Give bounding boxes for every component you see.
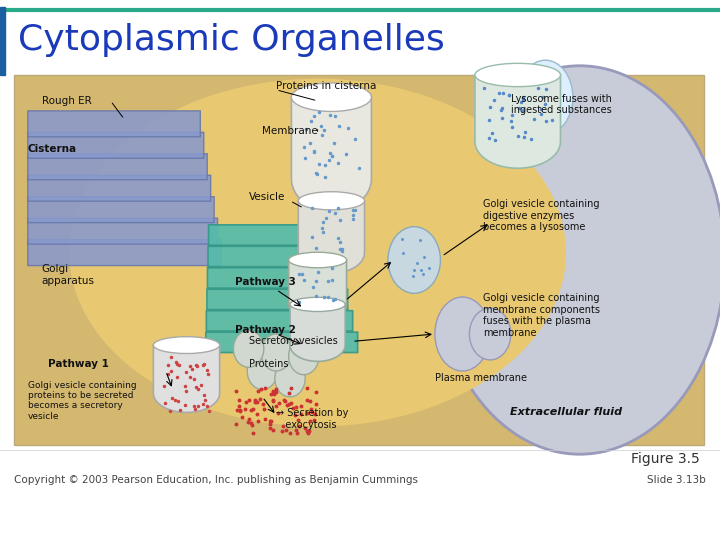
Ellipse shape [289,252,346,268]
FancyBboxPatch shape [28,240,221,266]
FancyBboxPatch shape [208,246,338,267]
Text: Golgi vesicle containing
proteins to be secreted
becomes a secretory
vesicle: Golgi vesicle containing proteins to be … [28,381,136,421]
Polygon shape [292,97,372,211]
Ellipse shape [69,79,566,427]
FancyBboxPatch shape [28,176,211,201]
Text: Copyright © 2003 Pearson Education, Inc. publishing as Benjamin Cummings: Copyright © 2003 Pearson Education, Inc.… [14,475,418,485]
Ellipse shape [261,334,292,371]
Ellipse shape [518,60,573,134]
Text: Pathway 3: Pathway 3 [235,277,296,287]
Text: Extracellular fluid: Extracellular fluid [510,407,622,417]
FancyBboxPatch shape [28,132,204,158]
Ellipse shape [308,301,328,319]
Text: Cytoplasmic Organelles: Cytoplasmic Organelles [18,23,445,57]
Text: Rough ER: Rough ER [42,96,91,106]
FancyBboxPatch shape [28,218,217,244]
Ellipse shape [308,322,328,340]
FancyBboxPatch shape [209,225,333,245]
Polygon shape [298,201,364,273]
Text: Golgi vesicle containing
digestive enzymes
becomes a lysosome: Golgi vesicle containing digestive enzym… [483,199,600,232]
Polygon shape [289,260,346,322]
Ellipse shape [233,330,264,367]
Ellipse shape [292,83,372,111]
Text: Proteins: Proteins [248,359,288,369]
Text: Lysosome fuses with
ingested substances: Lysosome fuses with ingested substances [510,94,612,116]
FancyBboxPatch shape [207,289,348,309]
Text: Membrane: Membrane [262,125,318,136]
FancyBboxPatch shape [28,197,214,222]
Ellipse shape [469,308,510,360]
Text: Golgi
apparatus: Golgi apparatus [42,264,94,286]
Text: Pathway 2: Pathway 2 [235,325,296,335]
Bar [0,7,5,75]
Text: Proteins in cisterna: Proteins in cisterna [276,81,377,91]
Ellipse shape [298,192,364,210]
Text: Cisterna: Cisterna [28,144,77,154]
Ellipse shape [308,258,328,275]
Polygon shape [475,75,560,168]
Polygon shape [153,345,220,413]
FancyBboxPatch shape [207,310,353,331]
FancyBboxPatch shape [28,111,200,137]
Ellipse shape [388,227,441,293]
Ellipse shape [435,297,490,371]
Ellipse shape [435,66,720,454]
Text: Slide 3.13b: Slide 3.13b [647,475,706,485]
Polygon shape [290,305,345,361]
Text: Plasma membrane: Plasma membrane [435,373,527,383]
Ellipse shape [475,63,560,86]
Ellipse shape [247,353,278,389]
Ellipse shape [290,298,345,312]
Ellipse shape [153,336,220,354]
Text: Golgi vesicle containing
membrane components
fuses with the plasma
membrane: Golgi vesicle containing membrane compon… [483,293,600,338]
Text: Pathway 1: Pathway 1 [48,359,109,369]
Ellipse shape [275,360,305,397]
Text: → Secretion by
   exocytosis: → Secretion by exocytosis [276,408,348,430]
FancyBboxPatch shape [28,154,207,180]
Ellipse shape [308,279,328,297]
Text: Vesicle: Vesicle [248,192,285,202]
Text: Figure 3.5: Figure 3.5 [631,452,700,466]
FancyBboxPatch shape [206,332,358,353]
Bar [14,75,704,445]
Text: Secretory vesicles: Secretory vesicles [248,336,338,346]
FancyBboxPatch shape [207,268,343,288]
Ellipse shape [289,338,319,375]
